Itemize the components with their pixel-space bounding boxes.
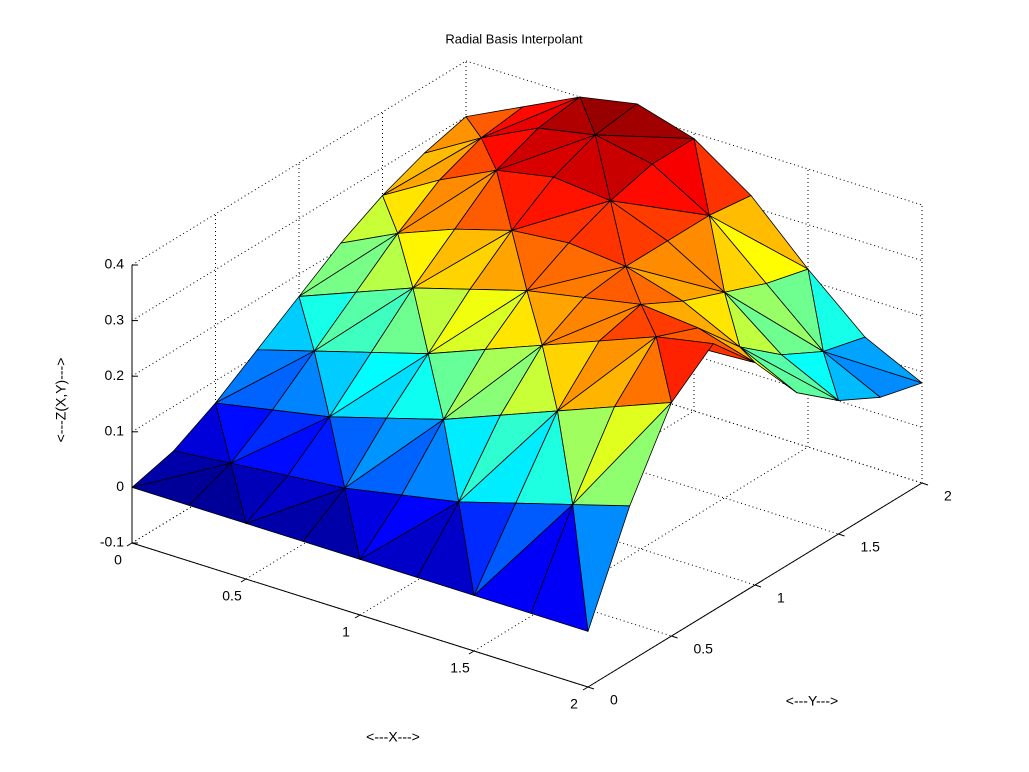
x-tick — [354, 614, 361, 619]
z-axis-label: <---Z(X,Y)---> — [53, 358, 69, 443]
x-tick-label: 1.5 — [450, 660, 470, 676]
z-tick-label: 0.4 — [105, 256, 125, 272]
x-tick — [240, 578, 247, 583]
y-tick-label: 0 — [610, 692, 618, 708]
z-tick-label: 0.2 — [105, 367, 125, 383]
surface-facet — [655, 336, 714, 403]
chart-title: Radial Basis Interpolant — [445, 31, 583, 46]
y-tick — [838, 533, 845, 537]
y-tick — [754, 584, 762, 588]
y-axis-label: <---Y---> — [786, 693, 838, 709]
y-tick — [671, 635, 678, 639]
y-tick-label: 1 — [777, 590, 785, 606]
y-tick — [587, 686, 595, 690]
x-tick — [468, 650, 475, 655]
y-tick-label: 0.5 — [694, 641, 714, 657]
y-tick — [921, 482, 929, 486]
x-tick-label: 0 — [114, 552, 122, 568]
y-tick-label: 1.5 — [861, 539, 881, 555]
x-tick — [582, 686, 589, 691]
y-tick-label: 2 — [944, 488, 952, 504]
x-tick-label: 2 — [570, 696, 578, 712]
surface-facet — [572, 402, 672, 507]
x-tick-label: 1 — [342, 624, 350, 640]
z-tick-label: -0.1 — [100, 534, 124, 550]
z-tick-label: 0.3 — [105, 311, 125, 327]
x-tick — [126, 542, 133, 547]
x-axis-label: <---X---> — [366, 729, 420, 745]
surface-facet — [188, 462, 247, 524]
x-tick-label: 0.5 — [222, 588, 242, 604]
z-tick-label: 0 — [116, 478, 124, 494]
z-tick-label: 0.1 — [105, 423, 125, 439]
